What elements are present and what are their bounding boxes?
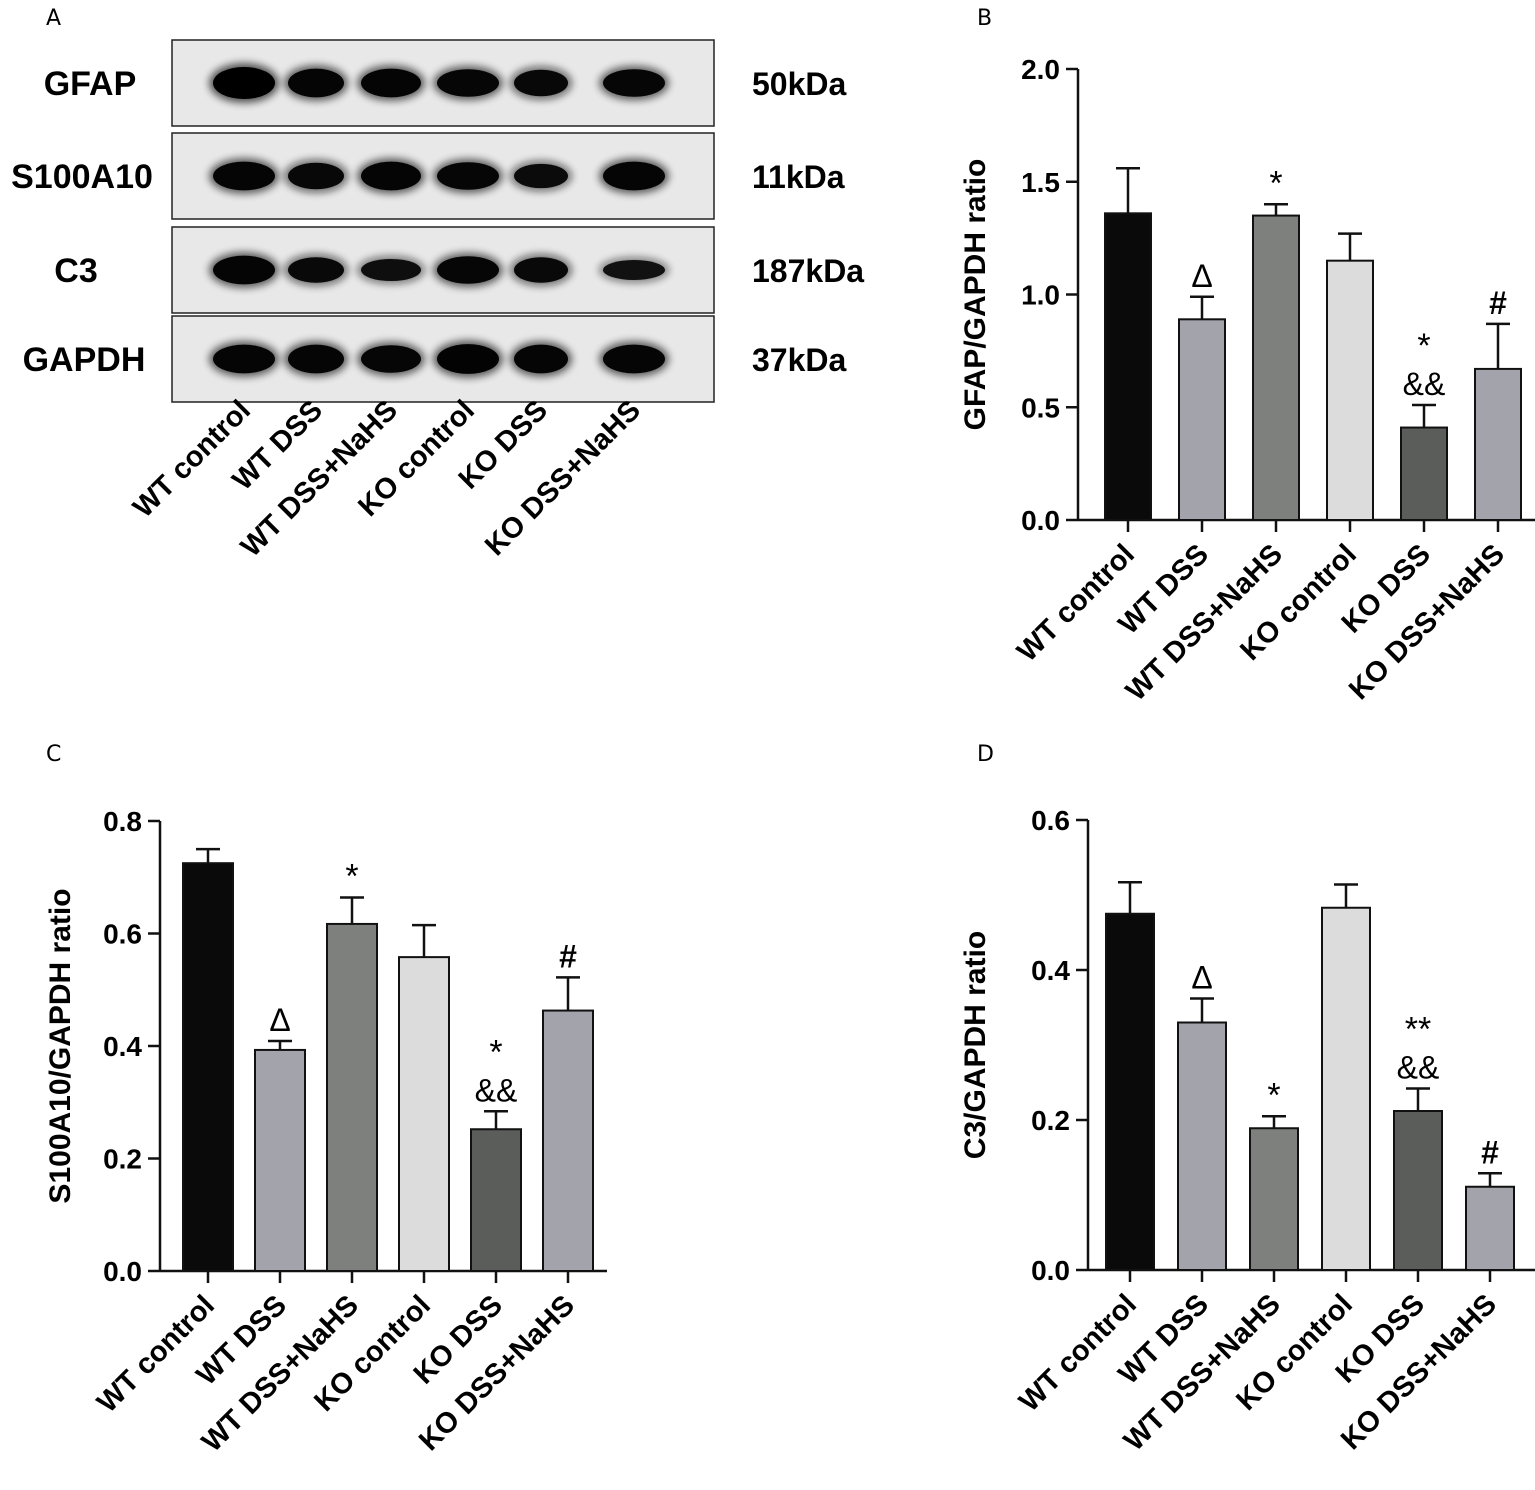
bar — [182, 862, 234, 1272]
panel-label-b: B — [977, 6, 993, 31]
y-tick-label: 1.5 — [1021, 167, 1060, 198]
blot-band — [213, 344, 275, 374]
blot-band — [288, 257, 344, 283]
y-tick-label: 0.6 — [1031, 805, 1070, 836]
significance-mark: # — [1481, 1134, 1499, 1170]
blot-band — [213, 67, 275, 99]
blot-band — [514, 344, 568, 374]
panel-label-a: A — [46, 6, 62, 31]
blot-band — [603, 344, 665, 374]
protein-label: GFAP — [44, 65, 137, 103]
significance-mark: ** — [1405, 1011, 1431, 1049]
significance-mark: Δ — [1191, 960, 1212, 996]
bar — [1177, 1021, 1227, 1271]
y-tick-label: 0.4 — [1031, 955, 1070, 986]
panel-label-c: C — [46, 742, 62, 767]
y-tick-label: 0.8 — [103, 806, 142, 837]
x-tick-label: WT control — [1013, 1288, 1143, 1418]
significance-mark: && — [1397, 1050, 1440, 1086]
size-label: 11kDa — [752, 159, 845, 195]
bar — [1105, 912, 1155, 1271]
bar — [1393, 1110, 1443, 1271]
bar — [1249, 1127, 1299, 1271]
blot-strip-s100a10 — [171, 132, 715, 220]
blot-band — [437, 256, 499, 284]
y-axis-label: C3/GAPDH ratio — [959, 931, 992, 1159]
blot-strip-gapdh — [171, 315, 715, 403]
bar — [1104, 212, 1152, 521]
bar — [470, 1128, 522, 1272]
significance-mark: && — [475, 1072, 518, 1108]
size-label: 37kDa — [752, 342, 847, 378]
blot-band — [603, 69, 665, 97]
bar — [1465, 1185, 1515, 1271]
blot-band — [288, 344, 344, 374]
blot-band — [361, 258, 421, 282]
significance-mark: * — [489, 1033, 502, 1071]
blot-band — [288, 162, 344, 190]
bar — [542, 1009, 594, 1272]
y-tick-label: 2.0 — [1021, 54, 1060, 85]
blot-band — [437, 69, 499, 97]
blot-band — [213, 255, 275, 285]
blot-band — [361, 345, 421, 373]
bar — [1400, 426, 1448, 522]
blot-strip-gfap — [171, 39, 715, 127]
significance-mark: * — [1267, 1076, 1280, 1114]
protein-label: C3 — [54, 252, 97, 290]
significance-mark: * — [345, 858, 358, 896]
blot-band — [361, 68, 421, 98]
y-tick-label: 0.0 — [1031, 1255, 1070, 1286]
blot-band — [361, 161, 421, 191]
blot-band — [514, 163, 568, 189]
y-tick-label: 0.0 — [103, 1256, 142, 1287]
significance-mark: Δ — [1191, 258, 1212, 294]
size-label: 187kDa — [752, 253, 864, 289]
panel-label-d: D — [977, 742, 994, 767]
bar — [254, 1048, 306, 1272]
y-axis-label: GFAP/GAPDH ratio — [959, 159, 992, 431]
bar — [1474, 367, 1522, 522]
bar — [1321, 906, 1371, 1271]
y-tick-label: 0.5 — [1021, 392, 1060, 423]
y-axis-label: S100A10/GAPDH ratio — [44, 888, 77, 1203]
blot-strip-c3 — [171, 226, 715, 314]
y-tick-label: 0.0 — [1021, 505, 1060, 536]
significance-mark: # — [559, 938, 577, 974]
blot-band — [603, 161, 665, 191]
significance-mark: Δ — [269, 1002, 290, 1038]
blot-band — [603, 260, 665, 280]
y-tick-label: 0.2 — [103, 1144, 142, 1175]
blot-band — [514, 257, 568, 283]
y-tick-label: 1.0 — [1021, 280, 1060, 311]
protein-label: GAPDH — [23, 341, 146, 379]
protein-label: S100A10 — [11, 158, 153, 196]
significance-mark: && — [1403, 366, 1446, 402]
bar — [1326, 259, 1374, 521]
y-tick-label: 0.2 — [1031, 1105, 1070, 1136]
blot-band — [437, 344, 499, 374]
blot-band — [288, 68, 344, 98]
significance-mark: * — [1269, 164, 1282, 202]
size-label: 50kDa — [752, 66, 847, 102]
y-tick-label: 0.4 — [103, 1031, 142, 1062]
significance-mark: * — [1417, 327, 1430, 365]
blot-band — [437, 162, 499, 190]
y-tick-label: 0.6 — [103, 919, 142, 950]
significance-mark: # — [1489, 285, 1507, 321]
blot-band — [213, 161, 275, 191]
blot-band — [514, 69, 568, 97]
